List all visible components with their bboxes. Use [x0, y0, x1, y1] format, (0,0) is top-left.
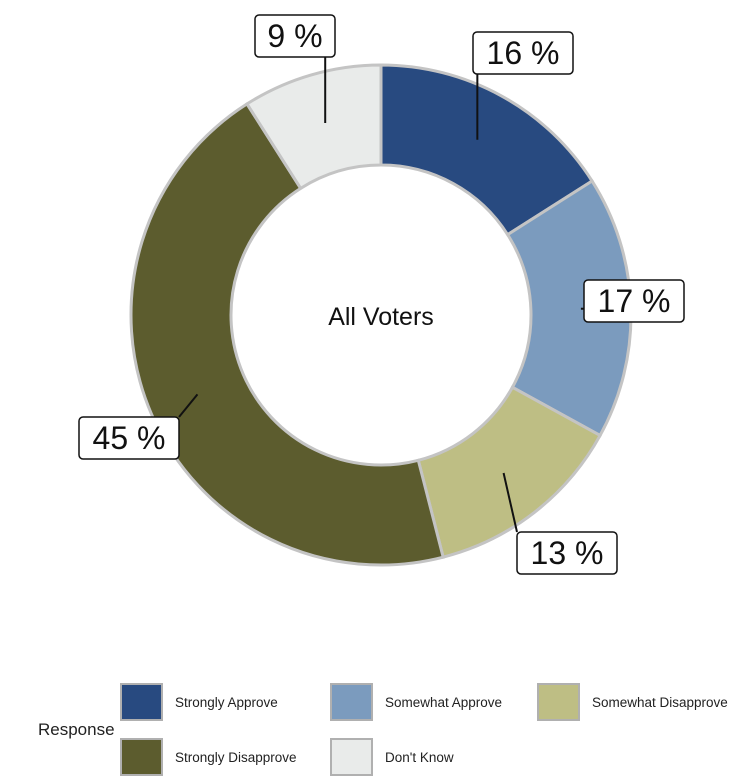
legend-item-dont-know: Don't Know — [330, 738, 454, 776]
legend-swatch — [537, 683, 580, 721]
donut-slices — [129, 63, 633, 567]
legend-item-strongly-approve: Strongly Approve — [120, 683, 278, 721]
data-label-box — [472, 31, 574, 75]
data-label: 13 % — [531, 535, 604, 571]
data-label-box — [254, 14, 336, 58]
legend-label: Don't Know — [385, 749, 454, 765]
data-label: 45 % — [93, 420, 166, 456]
leader-line — [178, 393, 199, 418]
legend-item-somewhat-approve: Somewhat Approve — [330, 683, 502, 721]
leader-line — [502, 472, 518, 533]
legend-label: Strongly Approve — [175, 694, 278, 710]
data-label-box — [583, 279, 685, 323]
value-callouts: 16 % 17 % 13 % 45 % 9 % — [78, 14, 685, 575]
slice-somewhat-approve — [505, 178, 633, 438]
legend-swatch — [120, 738, 163, 776]
data-label-box — [516, 531, 618, 575]
legend-swatch — [330, 683, 373, 721]
data-label-box — [78, 416, 180, 460]
legend-swatch — [120, 683, 163, 721]
legend-title: Response — [38, 720, 115, 739]
data-label: 16 % — [487, 35, 560, 71]
slice-strongly-disapprove — [129, 101, 445, 567]
legend-item-strongly-disapprove: Strongly Disapprove — [120, 738, 297, 776]
legend-label: Strongly Disapprove — [175, 749, 297, 765]
data-label: 9 % — [267, 18, 322, 54]
slice-don-t-know — [244, 63, 383, 191]
legend-item-somewhat-disapprove: Somewhat Disapprove — [537, 683, 728, 721]
slice-strongly-approve — [379, 63, 595, 237]
legend-label: Somewhat Disapprove — [592, 694, 728, 710]
legend-label: Somewhat Approve — [385, 694, 503, 710]
center-label: All Voters — [328, 303, 434, 331]
legend-swatch — [330, 738, 373, 776]
data-label: 17 % — [598, 283, 671, 319]
